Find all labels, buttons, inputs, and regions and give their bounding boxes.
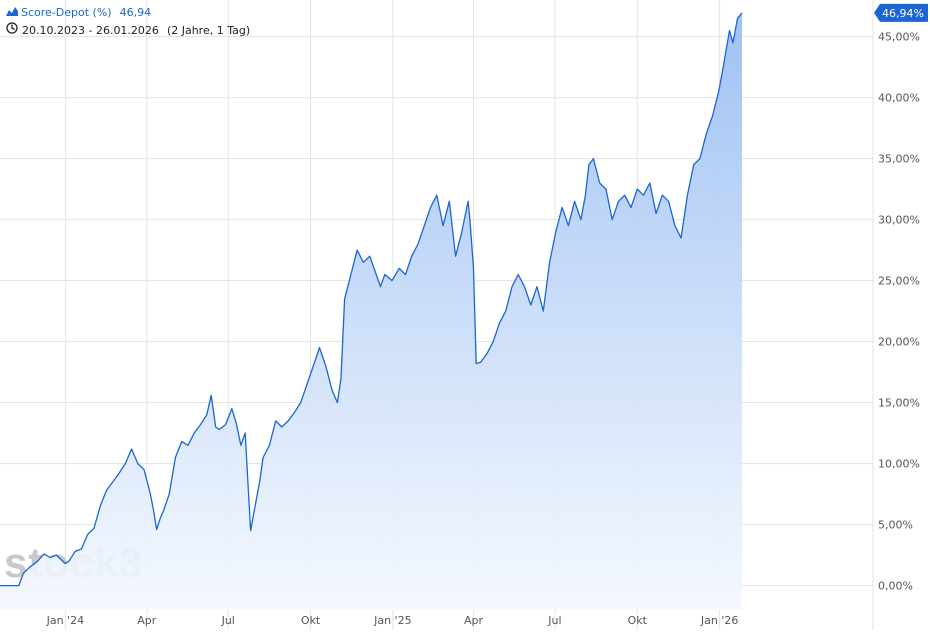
x-tick-label: Jan '25	[373, 614, 411, 627]
x-tick-label: Apr	[137, 614, 157, 627]
y-tick-label: 35,00%	[878, 153, 920, 166]
x-tick-label: Jul	[221, 614, 235, 627]
axis-layer: 0,00% 5,00% 10,00% 15,00% 20,00% 25,00% 30,00%…	[46, 3, 928, 627]
x-tick-label: Jul	[547, 614, 561, 627]
clock-icon	[6, 22, 18, 34]
legend-date-range-text: 20.10.2023 - 26.01.2026	[22, 24, 159, 37]
series-layer	[0, 12, 743, 610]
y-tick-label: 40,00%	[878, 92, 920, 105]
y-tick-label: 10,00%	[878, 458, 920, 471]
y-tick-label: 45,00%	[878, 31, 920, 44]
last-value-badge-shape	[874, 3, 928, 22]
x-tick-label: Jan '26	[700, 614, 738, 627]
y-tick-label: 0,00%	[878, 580, 913, 593]
y-tick-label: 5,00%	[878, 519, 913, 532]
x-tick-label: Jan '24	[46, 614, 84, 627]
x-tick-label: Okt	[301, 614, 321, 627]
legend-series[interactable]: Score-Depot (%) 46,94	[6, 6, 151, 20]
legend-series-value: 46,94	[119, 6, 152, 19]
y-tick-label: 30,00%	[878, 214, 920, 227]
x-tick-label: Okt	[628, 614, 648, 627]
y-tick-label: 20,00%	[878, 336, 920, 349]
last-value-label: 46,94%	[882, 7, 924, 20]
x-tick-label: Apr	[464, 614, 484, 627]
area-chart-icon	[6, 7, 18, 16]
y-tick-label: 25,00%	[878, 275, 920, 288]
y-tick-label: 15,00%	[878, 397, 920, 410]
legend-series-name: Score-Depot (%)	[21, 6, 112, 19]
legend-duration: (2 Jahre, 1 Tag)	[166, 24, 251, 37]
series-line	[0, 12, 743, 587]
series-area	[0, 12, 742, 610]
last-value-badge: 46,94%	[874, 3, 928, 22]
legend-date-range[interactable]: 20.10.2023 - 26.01.2026 (2 Jahre, 1 Tag)	[6, 22, 250, 38]
